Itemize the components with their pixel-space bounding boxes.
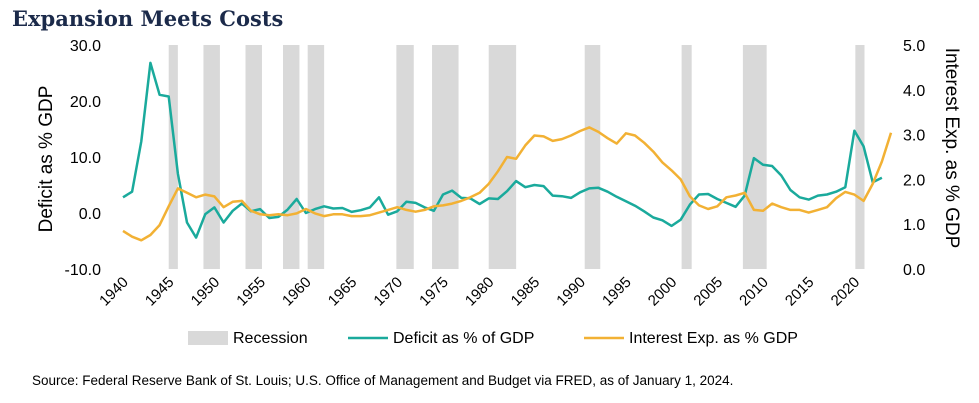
x-axis-tick-label: 1970 <box>370 274 406 310</box>
recession-band <box>203 45 220 269</box>
x-axis-tick-label: 1990 <box>553 274 589 310</box>
recession-band <box>681 45 692 269</box>
right-axis-tick-label: 2.0 <box>903 172 925 189</box>
x-axis-tick-label: 1960 <box>279 274 315 310</box>
x-axis-tick-label: 2010 <box>736 274 772 310</box>
x-axis-tick-label: 2015 <box>782 274 818 310</box>
right-axis-label: Interest Exp. as % GDP <box>941 48 962 249</box>
right-axis-tick-label: 0.0 <box>903 262 925 279</box>
right-axis-tick-label: 3.0 <box>903 128 925 145</box>
x-axis-tick-label: 2005 <box>690 274 726 310</box>
recession-band <box>742 45 767 269</box>
legend-swatch-recession <box>188 331 228 345</box>
legend: Recession Deficit as % of GDP Interest E… <box>188 330 798 347</box>
x-axis-tick-label: 1945 <box>142 274 178 310</box>
x-axis-tick-label: 1975 <box>416 274 452 310</box>
recession-band <box>584 45 601 269</box>
x-axis-tick-label: 1985 <box>508 274 544 310</box>
x-axis-tick-label: 1965 <box>325 274 361 310</box>
left-axis-tick-label: 0.0 <box>79 206 101 223</box>
recession-band <box>396 45 414 269</box>
x-axis-tick-label: 1940 <box>96 274 132 310</box>
chart-title: Expansion Meets Costs <box>12 6 284 31</box>
right-axis-ticks: 0.0 1.0 2.0 3.0 4.0 5.0 <box>903 38 925 279</box>
recession-band <box>432 45 459 269</box>
x-axis-ticks: 1940 1945 1950 1955 1960 1965 1970 1975 1980 1985… <box>96 274 863 310</box>
source-note: Source: Federal Reserve Bank of St. Loui… <box>32 373 734 388</box>
left-axis-tick-label: 20.0 <box>70 94 101 111</box>
legend-label-interest: Interest Exp. as % GDP <box>629 330 798 347</box>
right-axis-tick-label: 4.0 <box>903 83 925 100</box>
left-axis-tick-label: 30.0 <box>70 38 101 55</box>
right-axis-tick-label: 1.0 <box>903 217 925 234</box>
left-axis-ticks: -10.0 0.0 10.0 20.0 30.0 <box>65 38 102 279</box>
legend-label-deficit: Deficit as % of GDP <box>393 330 534 347</box>
recession-band <box>168 45 178 269</box>
recession-band <box>307 45 325 269</box>
interest-line <box>122 126 893 242</box>
left-axis-tick-label: 10.0 <box>70 150 101 167</box>
legend-label-recession: Recession <box>233 330 308 347</box>
left-axis-label: Deficit as % GDP <box>36 86 57 233</box>
recession-band <box>855 45 865 269</box>
x-axis-tick-label: 1995 <box>599 274 635 310</box>
x-axis-tick-label: 1955 <box>233 274 269 310</box>
x-axis-tick-label: 2000 <box>645 274 681 310</box>
x-axis-tick-label: 2020 <box>828 274 864 310</box>
recession-band <box>245 45 262 269</box>
recession-bands <box>168 45 865 269</box>
x-axis-tick-label: 1950 <box>188 274 224 310</box>
left-axis-tick-label: -10.0 <box>65 262 102 279</box>
right-axis-tick-label: 5.0 <box>903 38 925 55</box>
x-axis-tick-label: 1980 <box>462 274 498 310</box>
recession-band <box>283 45 300 269</box>
series-lines <box>122 61 893 242</box>
